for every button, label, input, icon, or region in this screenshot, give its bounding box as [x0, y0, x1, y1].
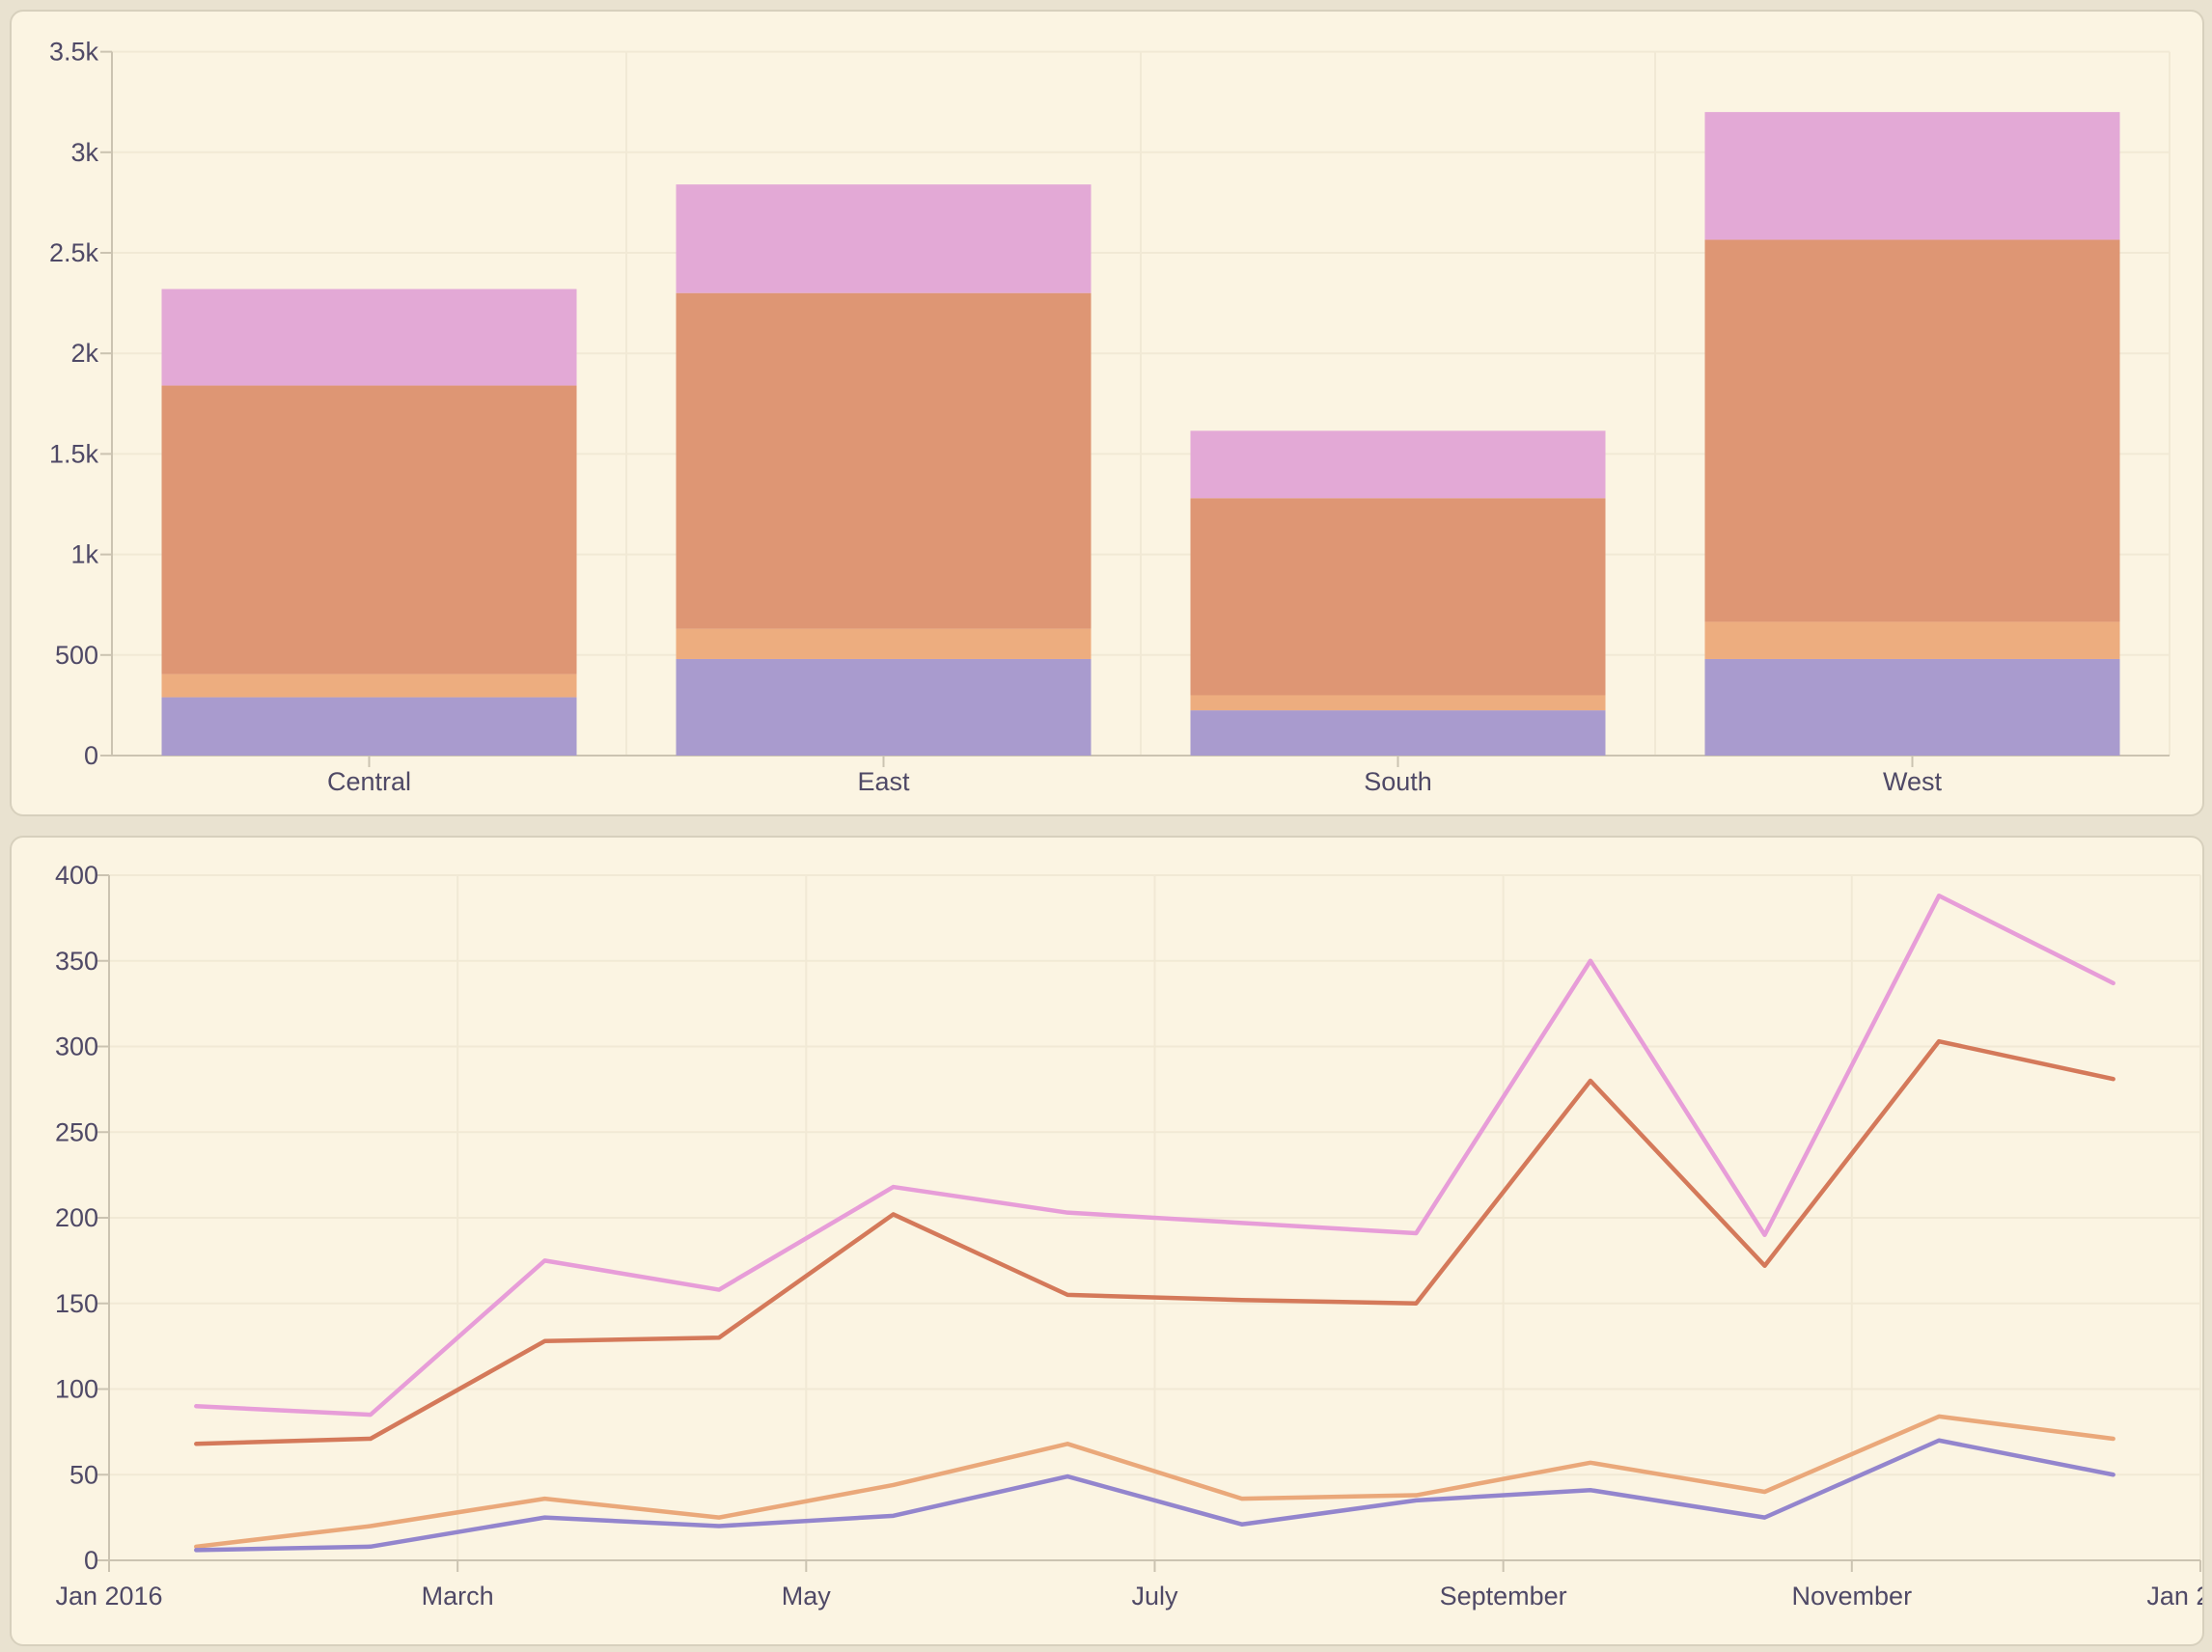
bar-east-segment-pink[interactable] [676, 184, 1092, 293]
bar-chart-category-label: West [1883, 767, 1943, 796]
bar-chart-y-tick-label: 1.5k [49, 439, 99, 468]
bar-chart-y-tick-label: 2.5k [49, 238, 99, 267]
line-tan[interactable] [194, 1414, 2115, 1550]
bar-chart-y-tick-label: 3k [70, 138, 98, 167]
line-chart-x-tick-label: July [1131, 1582, 1178, 1611]
stacked-bar-chart-card: 0 500 1k 1.5k 2k 2.5k 3k 3.5k Central East South We… [10, 10, 2204, 816]
bar-west-segment-pink[interactable] [1704, 112, 2120, 240]
line-chart-y-tick-label: 0 [84, 1546, 98, 1575]
line-chart-x-tick-label: September [1440, 1582, 1567, 1611]
bar-east-segment-purple[interactable] [676, 658, 1092, 756]
stacked-bar-chart: 0 500 1k 1.5k 2k 2.5k 3k 3.5k Central East South We… [49, 38, 2171, 796]
bar-south-segment-salmon[interactable] [1190, 498, 1606, 696]
bar-east-segment-tan[interactable] [676, 628, 1092, 659]
bar-chart-y-tick-label: 3.5k [49, 38, 99, 67]
line-orange[interactable] [194, 1038, 2115, 1446]
bar-east-segment-salmon[interactable] [676, 292, 1092, 629]
bar-central-segment-pink[interactable] [161, 289, 577, 386]
bar-south-segment-tan[interactable] [1190, 695, 1606, 711]
line-chart-x-tick-label: Jan 2016 [55, 1582, 162, 1611]
line-chart-x-tick-label: Jan 2017 [2146, 1582, 2202, 1611]
bar-chart-y-tick-label: 1k [70, 540, 98, 569]
line-chart-y-tick-label: 100 [55, 1375, 98, 1404]
bar-west-segment-purple[interactable] [1704, 658, 2120, 756]
line-chart-y-tick-label: 250 [55, 1117, 98, 1146]
line-chart-y-tick-label: 300 [55, 1032, 98, 1061]
line-chart: 0 50 100 150 200 250 300 350 400 Jan 2016 March May… [55, 861, 2202, 1611]
line-chart-y-tick-label: 200 [55, 1203, 98, 1232]
bar-west-segment-tan[interactable] [1704, 621, 2120, 659]
bar-central-segment-tan[interactable] [161, 674, 577, 698]
bar-central-segment-salmon[interactable] [161, 385, 577, 675]
line-chart-y-tick-label: 50 [69, 1460, 98, 1489]
bar-west-segment-salmon[interactable] [1704, 239, 2120, 622]
line-chart-y-tick-label: 150 [55, 1289, 98, 1318]
bar-chart-y-tick-label: 500 [55, 641, 98, 670]
line-chart-x-tick-label: March [422, 1582, 494, 1611]
line-pink[interactable] [194, 894, 2115, 1418]
bar-chart-y-tick-label: 2k [70, 339, 98, 368]
line-purple[interactable] [194, 1438, 2115, 1553]
bar-chart-category-label: South [1364, 767, 1432, 796]
bar-chart-category-label: East [857, 767, 910, 796]
line-chart-y-tick-label: 400 [55, 861, 98, 890]
line-chart-y-tick-label: 350 [55, 947, 98, 976]
bar-south-segment-purple[interactable] [1190, 710, 1606, 756]
line-chart-x-tick-label: November [1792, 1582, 1913, 1611]
bar-south-segment-pink[interactable] [1190, 430, 1606, 499]
bar-chart-y-tick-label: 0 [84, 741, 98, 770]
bar-chart-category-label: Central [327, 767, 411, 796]
bar-central-segment-purple[interactable] [161, 697, 577, 756]
line-chart-card: 0 50 100 150 200 250 300 350 400 Jan 2016 March May… [10, 836, 2204, 1646]
line-chart-x-tick-label: May [782, 1582, 832, 1611]
